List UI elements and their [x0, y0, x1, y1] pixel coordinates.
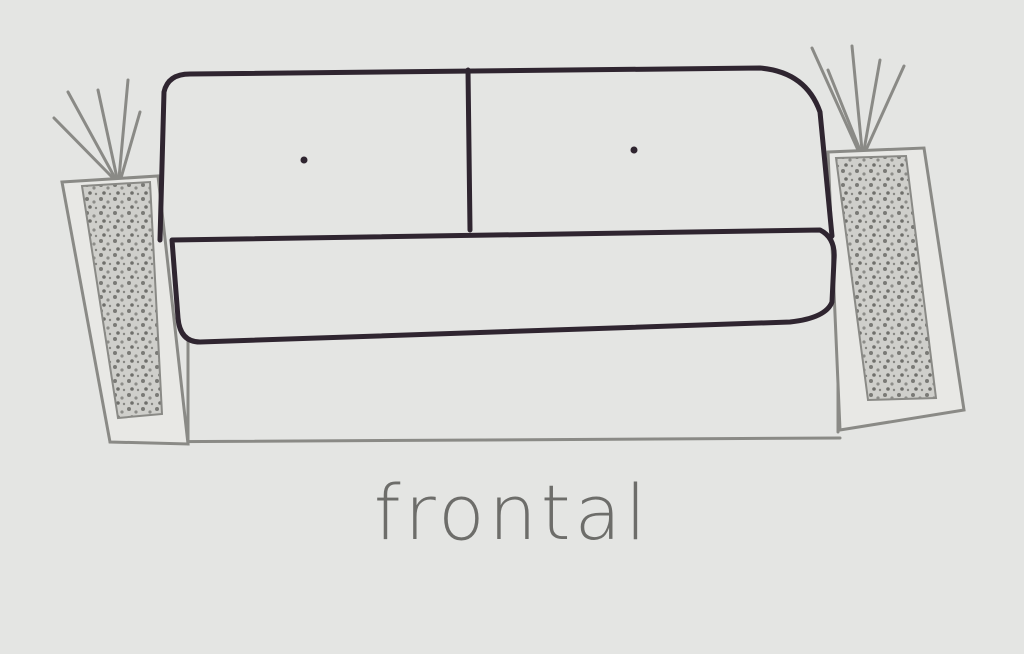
left-planter-gravel: [80, 180, 164, 420]
cushion-button-right: [630, 146, 638, 154]
right-plant-leaves: [810, 44, 906, 152]
right-planter: [810, 44, 966, 432]
right-planter-gravel: [834, 154, 938, 402]
sofa-backrest: [157, 65, 835, 243]
backrest-divider: [465, 67, 473, 233]
seat-cushion: [169, 227, 837, 345]
left-planter: [52, 78, 190, 446]
sofa: [157, 65, 837, 345]
caption-frontal: frontal: [373, 468, 651, 557]
left-plant-leaves: [52, 78, 142, 180]
cushion-button-left: [300, 156, 308, 164]
